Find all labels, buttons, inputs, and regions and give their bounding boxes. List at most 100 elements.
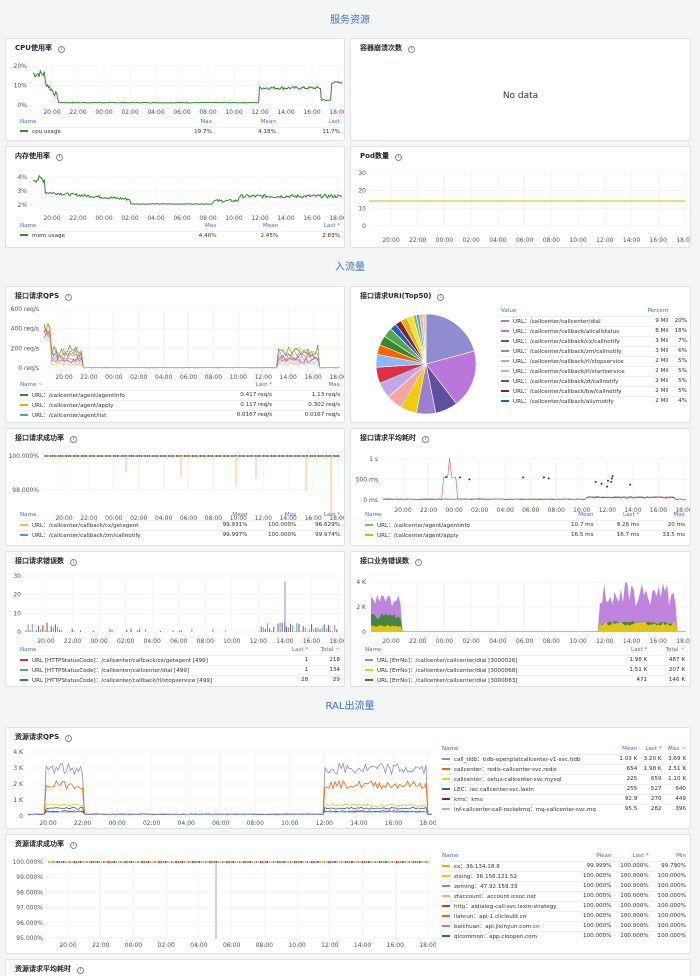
info-icon[interactable]: i [65, 735, 73, 742]
legend-column-header[interactable]: Mean [578, 512, 594, 519]
legend-column-header[interactable]: Last * [631, 647, 648, 654]
info-icon[interactable]: i [408, 46, 415, 53]
info-icon[interactable]: i [56, 154, 63, 161]
legend-row[interactable]: cpu usage 19.7% 4.18% 11.7% [18, 126, 342, 137]
uri-pie[interactable] [371, 309, 481, 419]
legend-row[interactable]: URL：/callcenter/callback/alivrnotify 2 Mi… [499, 395, 689, 406]
legend-column-header[interactable]: Max [284, 512, 297, 519]
panel-title[interactable]: 容器崩溃次数 i [360, 43, 415, 53]
legend-column-header[interactable]: Last * [323, 223, 340, 230]
legend-row[interactable]: callcenter：cetus-callcenter-svc.mysql 225… [440, 773, 688, 784]
legend-column-header[interactable]: Name [442, 853, 459, 860]
legend-row[interactable]: URL：/callcenter/callback/zm/callnotify 99… [18, 529, 342, 540]
resource-success-chart[interactable]: 100.000% 99.000% 98.000% 97.000% 96.000% 95.0… [6, 851, 436, 954]
panel-title[interactable]: 接口请求平均耗时 i [360, 433, 429, 443]
info-icon[interactable]: i [70, 436, 77, 443]
legend-column-header[interactable]: Percent [647, 308, 669, 315]
info-icon[interactable]: i [65, 294, 73, 301]
legend-column-header[interactable]: Mean [596, 853, 612, 860]
legend-column-header[interactable]: Max [200, 119, 212, 126]
info-icon[interactable]: i [437, 294, 445, 301]
info-icon[interactable]: i [70, 559, 77, 566]
info-icon[interactable]: i [415, 559, 422, 566]
legend-column-header[interactable]: Mean [260, 119, 276, 126]
legend-column-header[interactable]: Last * [645, 746, 662, 753]
legend-row[interactable]: URL：/callcenter/callback/cx/callnotify 3 … [499, 335, 689, 346]
legend-row[interactable]: http：aidialog-call-svc.laxin-strategy 100… [440, 900, 688, 911]
panel-title[interactable]: 接口请求错误数 i [15, 556, 77, 566]
legend-row[interactable]: URL：/callcenter/callback/rl/stopservice 2… [499, 355, 689, 366]
panel-title[interactable]: 资源请求成功率 i [15, 839, 77, 849]
legend-row[interactable]: qlcommon：app.cloopen.com 100.000% 100.000%… [440, 930, 688, 941]
legend-row[interactable]: zeming：47.92.159.33 100.000% 100.000% 100.0… [440, 880, 688, 891]
legend-row[interactable]: zixing：36.156.121.52 100.000% 100.000% 100.… [440, 870, 688, 881]
legend-column-header[interactable]: Value [501, 308, 517, 315]
legend-row[interactable]: call_tidb：tidb-openplatcallcenter-v1-svc… [440, 753, 688, 764]
legend-column-header[interactable]: Name [20, 512, 37, 519]
legend-row[interactable]: URL：/callcenter/callback/rl/startservice… [499, 365, 689, 376]
panel-title[interactable]: 资源请求平均耗时 i [15, 964, 84, 974]
qps-chart[interactable]: 600 req/s 400 req/s 200 req/s 0 req/s 20:00 2… [6, 303, 345, 385]
legend-column-header[interactable]: Max ~ [667, 746, 686, 753]
legend-column-header[interactable]: Last * [623, 512, 640, 519]
info-icon[interactable]: i [77, 967, 84, 974]
cpu-chart[interactable]: 20% 10% 0% 20:00 22:00 00:00 02:00 04:00 06:00 08… [6, 57, 345, 141]
legend-row[interactable]: URL：/callcenter/agent/apply 0.117 req/s 0.… [18, 399, 342, 410]
info-icon[interactable]: i [57, 46, 65, 53]
legend-row[interactable]: URL [ErrNo]：/callcenter/callcenter/dial … [363, 654, 687, 665]
legend-column-header[interactable]: Last * [323, 512, 340, 519]
legend-column-header[interactable]: Name [20, 647, 37, 654]
legend-row[interactable]: callcenter：redis-callcenter-svc.redis 654… [440, 763, 688, 774]
legend-row[interactable]: URL：/callcenter/agent/agentinfo 10.7 ms 9.… [363, 519, 687, 530]
legend-row[interactable]: URL [ErrNo]：/callcenter/callcenter/dial … [363, 674, 687, 685]
legend-column-header[interactable]: Max [328, 382, 340, 389]
panel-title[interactable]: 资源请求QPS i [15, 732, 73, 742]
legend-column-header[interactable]: Min [676, 853, 686, 860]
biz-errors-chart[interactable]: 4 K 2 K 0 20:00 22:00 00:00 02:00 04:00 06:00 08:… [351, 568, 691, 650]
legend-column-header[interactable]: Last * [255, 382, 272, 389]
errors-chart[interactable]: 30 20 10 0 20:00 22:00 00:00 02:00 04:00 06:00 08:… [6, 568, 345, 650]
legend-row[interactable]: URL [ErrNo]：/callcenter/callcenter/dial … [363, 664, 687, 675]
legend-column-header[interactable]: Total ~ [665, 647, 685, 654]
legend-column-header[interactable]: Max [673, 512, 685, 519]
legend-row[interactable]: URL [HTTPStatusCode]：/callcenter/callcen… [18, 664, 342, 675]
legend-row[interactable]: URL：/callcenter/agent/apply 16.5 ms 16.7 m… [363, 529, 687, 540]
legend-row[interactable]: URL [HTTPStatusCode]：/callcenter/callbac… [18, 674, 342, 685]
legend-row[interactable]: lianrun：api-1.cliclould.cn 100.000% 100.00… [440, 910, 688, 921]
legend-row[interactable]: URL：/callcenter/callback/alicallstatus 8 … [499, 325, 689, 336]
legend-row[interactable]: ztaccount：account.icsoc.net 100.000% 100.0… [440, 890, 688, 901]
legend-column-header[interactable]: Name [442, 746, 459, 753]
legend-row[interactable]: LEC：lec.callcenter-svc.laxin 255 527 640 [440, 783, 688, 794]
panel-title[interactable]: 接口请求成功率 i [15, 433, 77, 443]
info-icon[interactable]: i [394, 154, 402, 161]
legend-column-header[interactable]: Name [365, 647, 382, 654]
legend-row[interactable]: inf-callcenter-call-rocketmq：mq-callcent… [440, 803, 688, 814]
mem-chart[interactable]: 4% 3% 2% 20:00 22:00 00:00 02:00 04:00 06:00 08:0… [6, 165, 345, 248]
panel-title[interactable]: CPU使用率 i [15, 43, 65, 53]
legend-row[interactable]: URL：/callcenter/agent/list 0.0167 req/s 0.… [18, 409, 342, 420]
legend-row[interactable]: baichuan：api.jixinyun.com.cn 100.000% 100.… [440, 920, 688, 931]
legend-column-header[interactable]: Name ~ [20, 382, 43, 389]
legend-row[interactable]: mem usage 4.40% 2.45% 2.83% [18, 230, 342, 241]
legend-column-header[interactable]: Mean [232, 512, 248, 519]
legend-row[interactable]: URL [HTTPStatusCode]：/callcenter/callbac… [18, 654, 342, 665]
legend-column-header[interactable]: Max [204, 223, 217, 230]
legend-row[interactable]: URL：/callcenter/callback/cx/getagent 99.9… [18, 519, 342, 530]
panel-title[interactable]: 接口请求URI(Top50) i [360, 291, 445, 301]
panel-title[interactable]: 内存使用率 i [15, 151, 63, 161]
legend-row[interactable]: cx：36.134.18.8 99.999% 100.000% 99.790% [440, 860, 688, 871]
legend-column-header[interactable]: Name [20, 223, 37, 230]
panel-title[interactable]: 接口请求QPS i [15, 291, 73, 301]
legend-row[interactable]: URL：/callcenter/agent/agentinfo 0.417 req… [18, 389, 342, 400]
legend-column-header[interactable]: Name [20, 119, 37, 126]
legend-column-header[interactable]: Mean [622, 746, 638, 753]
legend-row[interactable]: URL：/callcenter/callcenter/dial 9 Mil 20% [499, 315, 689, 326]
success-chart[interactable]: 100.000% 98.000% 20:00 22:00 00:00 02:00 04:00… [6, 445, 345, 529]
info-icon[interactable]: i [422, 436, 429, 443]
legend-column-header[interactable]: Last [328, 119, 340, 126]
legend-row[interactable]: kms：kms 92.9 270 449 [440, 793, 688, 804]
panel-title[interactable]: 接口业务错误数 i [360, 556, 422, 566]
legend-column-header[interactable]: Name [365, 512, 382, 519]
info-icon[interactable]: i [70, 842, 77, 849]
panel-title[interactable]: Pod数量 i [360, 151, 402, 161]
